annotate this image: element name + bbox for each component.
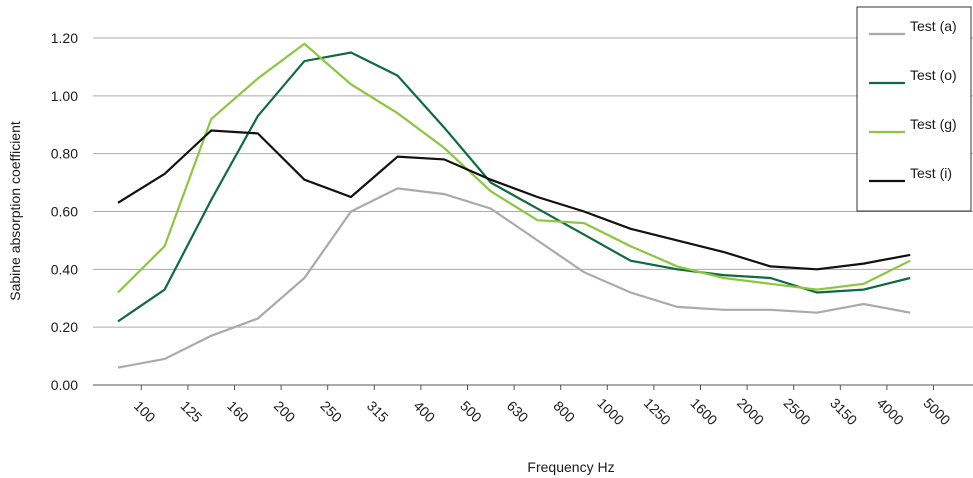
y-tick-label: 1.20 (51, 30, 78, 46)
series-lines (117, 42, 911, 369)
gridlines (93, 37, 973, 386)
x-tick-label: 100 (131, 398, 159, 426)
series-line-test-o (117, 51, 911, 323)
x-tick-label: 250 (317, 398, 345, 426)
x-tick-label: 1000 (594, 395, 627, 428)
x-tick-label: 630 (504, 398, 532, 426)
x-tick-label: 800 (550, 398, 578, 426)
x-tick-label: 1600 (687, 395, 720, 428)
series-line-test-g (117, 42, 911, 294)
x-tick-label: 2000 (734, 395, 767, 428)
x-tick-label: 5000 (920, 395, 953, 428)
y-tick-label: 0.00 (51, 377, 78, 393)
x-tick-label: 2500 (781, 395, 814, 428)
x-axis: 100 125 160 200 250 315 400 500 630 800 1000 1250 16… (131, 385, 954, 428)
x-tick-label: 125 (178, 398, 206, 426)
legend-label: Test (g) (910, 116, 957, 132)
series-line-test-i (117, 129, 911, 271)
legend-label: Test (i) (910, 165, 952, 181)
x-axis-title: Frequency Hz (527, 459, 614, 475)
series-line-test-a (117, 187, 911, 369)
x-tick-label: 315 (364, 398, 392, 426)
y-axis-ticks: 0.00 0.20 0.40 0.60 0.80 1.00 1.20 (51, 30, 78, 393)
legend-box (856, 6, 972, 212)
y-tick-label: 0.60 (51, 204, 78, 220)
y-tick-label: 0.40 (51, 261, 78, 277)
x-tick-label: 400 (411, 398, 439, 426)
legend-label: Test (a) (910, 18, 957, 34)
x-tick-label: 500 (457, 398, 485, 426)
legend-label: Test (o) (910, 67, 957, 83)
x-tick-label: 160 (224, 398, 252, 426)
y-axis-title: Sabine absorption coefficient (7, 121, 23, 301)
x-tick-label: 4000 (874, 395, 907, 428)
x-tick-label: 3150 (827, 395, 860, 428)
y-tick-label: 0.80 (51, 146, 78, 162)
x-tick-label: 1250 (641, 395, 674, 428)
x-tick-label: 200 (271, 398, 299, 426)
legend: Test (a) Test (o) Test (g) Test (i) (856, 6, 972, 212)
y-tick-label: 1.00 (51, 88, 78, 104)
y-tick-label: 0.20 (51, 319, 78, 335)
